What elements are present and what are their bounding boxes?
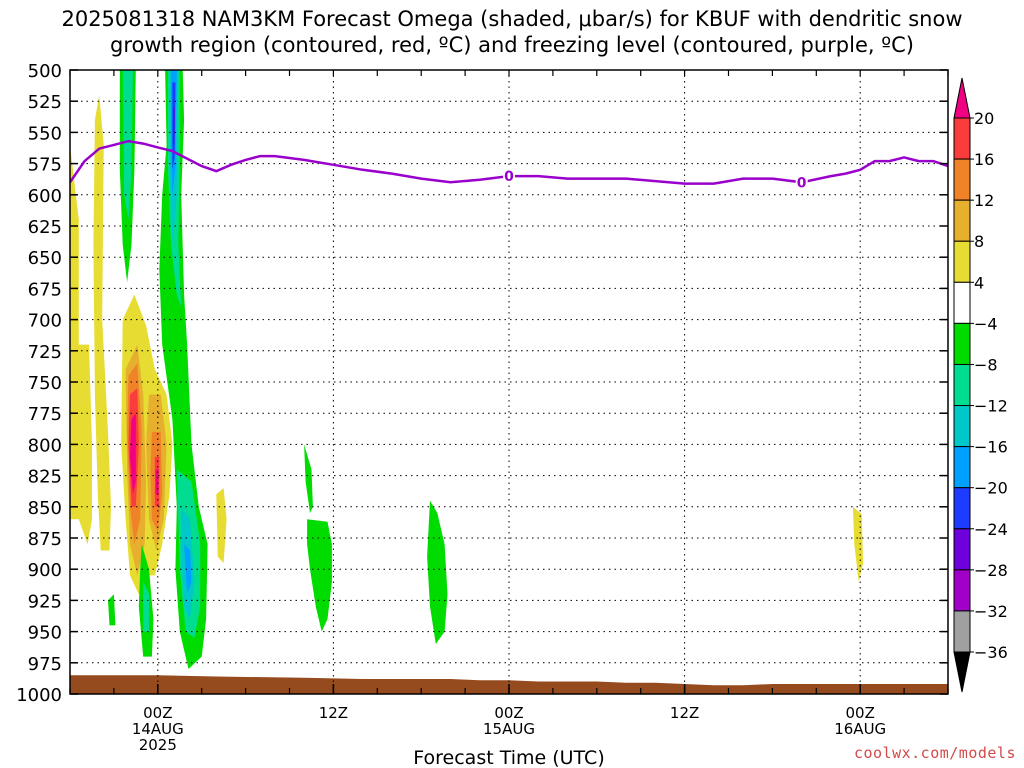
- colorbar-label: 20: [974, 109, 994, 128]
- watermark-credit: coolwx.com/models: [853, 744, 1016, 762]
- omega-region-13: [155, 469, 159, 495]
- colorbar-label: 16: [974, 150, 994, 169]
- freezing-level-label-1: 0: [797, 175, 807, 191]
- y-tick-label: 525: [28, 92, 62, 113]
- colorbar-box: [953, 528, 971, 571]
- omega-region-4: [216, 488, 227, 563]
- y-tick-label: 675: [28, 279, 62, 300]
- colorbar-label: 4: [974, 273, 984, 292]
- x-tick-label: 12Z: [670, 704, 699, 722]
- omega-region-20: [427, 500, 448, 645]
- y-tick-label: 700: [28, 311, 62, 332]
- y-tick-label: 825: [28, 467, 62, 488]
- y-tick-label: 900: [28, 560, 62, 581]
- x-tick-label: 16AUG: [834, 720, 886, 738]
- y-tick-label: 550: [28, 123, 62, 144]
- colorbar-box: [953, 363, 971, 407]
- y-tick-label: 975: [28, 654, 62, 675]
- colorbar-label: 8: [974, 232, 984, 251]
- colorbar-box: [953, 199, 971, 242]
- omega-region-28: [184, 544, 192, 595]
- omega-region-24: [143, 581, 149, 632]
- omega-region-5: [852, 506, 864, 582]
- y-tick-label: 1000: [16, 685, 62, 706]
- y-tick-label: 750: [28, 373, 62, 394]
- y-tick-label: 625: [28, 217, 62, 238]
- colorbar-box: [953, 610, 971, 653]
- y-tick-label: 950: [28, 623, 62, 644]
- colorbar-label: −4: [974, 314, 998, 333]
- y-tick-label: 800: [28, 435, 62, 456]
- omega-region-17: [108, 594, 116, 626]
- y-tick-label: 575: [28, 155, 62, 176]
- colorbar-label: −16: [974, 438, 1008, 457]
- chart-title-line-2: growth region (contoured, red, ºC) and f…: [110, 33, 914, 57]
- colorbar-label: −36: [974, 643, 1008, 662]
- y-tick-label: 875: [28, 529, 62, 550]
- colorbar-box: [953, 446, 971, 489]
- y-tick-label: 650: [28, 248, 62, 269]
- x-tick-label: 00Z: [143, 704, 172, 722]
- colorbar-label: −28: [974, 561, 1008, 580]
- colorbar-label: −20: [974, 479, 1008, 498]
- chart-title-line-1: 2025081318 NAM3KM Forecast Omega (shaded…: [61, 7, 963, 31]
- x-tick-label: 12Z: [319, 704, 348, 722]
- colorbar-top-arrow: [953, 77, 971, 119]
- colorbar-box: [953, 405, 971, 448]
- omega-region-11: [130, 413, 136, 495]
- x-axis-label: Forecast Time (UTC): [413, 747, 604, 768]
- y-tick-label: 725: [28, 342, 62, 363]
- x-tick-label: 2025: [139, 736, 177, 754]
- omega-region-19: [307, 519, 332, 632]
- colorbar-box: [953, 569, 971, 612]
- y-tick-label: 850: [28, 498, 62, 519]
- colorbar-label: −8: [974, 355, 998, 374]
- omega-region-2: [93, 95, 111, 551]
- colorbar-bottom-arrow: [953, 651, 971, 693]
- y-tick-label: 775: [28, 404, 62, 425]
- colorbar-box: [953, 322, 971, 365]
- y-tick-label: 925: [28, 591, 62, 612]
- colorbar-label: −32: [974, 602, 1008, 621]
- colorbar-label: −12: [974, 397, 1008, 416]
- y-tick-label: 500: [28, 61, 62, 82]
- x-tick-label: 14AUG: [132, 720, 184, 738]
- freezing-level-line: [70, 139, 948, 185]
- freezing-label-bg: [795, 174, 808, 191]
- colorbar-label: 12: [974, 191, 994, 210]
- colorbar-box: [953, 240, 971, 283]
- omega-region-18: [304, 444, 313, 513]
- colorbar-box: [953, 117, 971, 160]
- freezing-level-label-0: 0: [504, 169, 514, 185]
- omega-region-30: [173, 107, 175, 145]
- colorbar-box: [953, 281, 971, 324]
- y-tick-label: 600: [28, 186, 62, 207]
- x-tick-label: 00Z: [494, 704, 523, 722]
- colorbar-label: −24: [974, 520, 1008, 539]
- freezing-label-bg: [503, 168, 515, 185]
- omega-region-21: [122, 70, 133, 220]
- x-tick-label: 00Z: [846, 704, 875, 722]
- colorbar-box: [953, 487, 971, 530]
- x-tick-label: 15AUG: [483, 720, 535, 738]
- colorbar-box: [953, 158, 971, 201]
